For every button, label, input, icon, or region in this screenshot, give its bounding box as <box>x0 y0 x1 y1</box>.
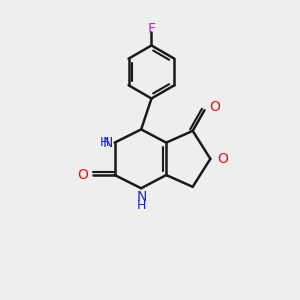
Text: H: H <box>137 199 146 212</box>
Text: H: H <box>100 136 110 149</box>
Text: N: N <box>136 190 147 204</box>
Text: O: O <box>209 100 220 114</box>
Text: F: F <box>148 22 155 36</box>
Text: O: O <box>77 168 88 182</box>
Text: N: N <box>103 136 113 150</box>
Text: O: O <box>217 152 228 166</box>
